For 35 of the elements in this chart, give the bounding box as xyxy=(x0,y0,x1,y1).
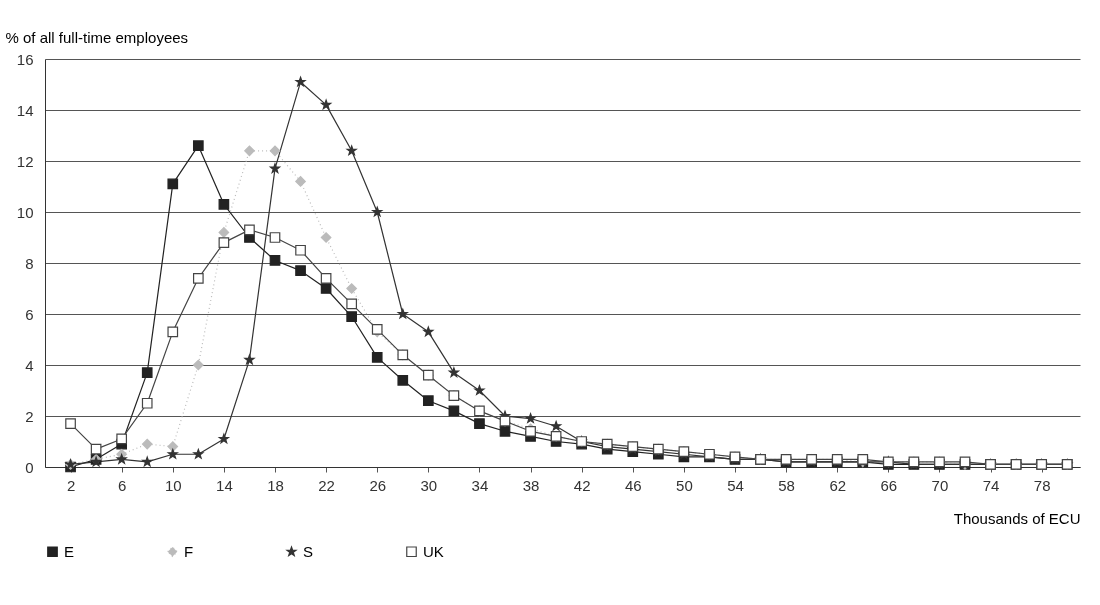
x-tick-label: 74 xyxy=(982,476,1000,494)
x-tick-label: 14 xyxy=(216,476,233,494)
x-tick-label: 54 xyxy=(727,476,744,494)
x-tick-label: 10 xyxy=(164,476,182,494)
x-tick-label: 34 xyxy=(471,476,489,494)
x-tick-label: 62 xyxy=(829,476,847,494)
x-tick-label: 42 xyxy=(573,476,591,494)
y-tick-label: 12 xyxy=(16,152,34,170)
y-tick-label: 2 xyxy=(25,407,34,425)
x-tick-label: 18 xyxy=(267,476,284,494)
x-tick-label: 78 xyxy=(1033,476,1051,494)
x-tick-label: 58 xyxy=(778,476,795,494)
y-axis-title: % of all full-time employees xyxy=(5,28,189,46)
x-tick-label: 6 xyxy=(117,476,127,494)
y-tick-label: 6 xyxy=(25,305,34,323)
x-tick-label: 26 xyxy=(369,476,387,494)
legend-label: E xyxy=(64,542,75,560)
x-tick-label: 22 xyxy=(318,476,335,494)
x-tick-label: 46 xyxy=(624,476,642,494)
x-tick-label: 30 xyxy=(420,476,438,494)
y-tick-label: 16 xyxy=(16,50,34,68)
legend-label: UK xyxy=(423,542,444,560)
y-tick-label: 10 xyxy=(16,203,34,221)
y-tick-label: 0 xyxy=(25,458,34,476)
y-tick-label: 4 xyxy=(25,356,34,374)
y-tick-label: 8 xyxy=(25,254,34,272)
legend-label: S xyxy=(303,542,314,560)
x-axis-title: Thousands of ECU xyxy=(953,509,1081,527)
x-tick-label: 50 xyxy=(676,476,693,494)
x-tick-label: 66 xyxy=(880,476,898,494)
x-tick-label: 70 xyxy=(931,476,949,494)
x-tick-label: 2 xyxy=(66,476,76,494)
y-tick-label: 14 xyxy=(16,101,34,119)
legend-label: F xyxy=(184,542,194,560)
x-tick-label: 38 xyxy=(522,476,540,494)
